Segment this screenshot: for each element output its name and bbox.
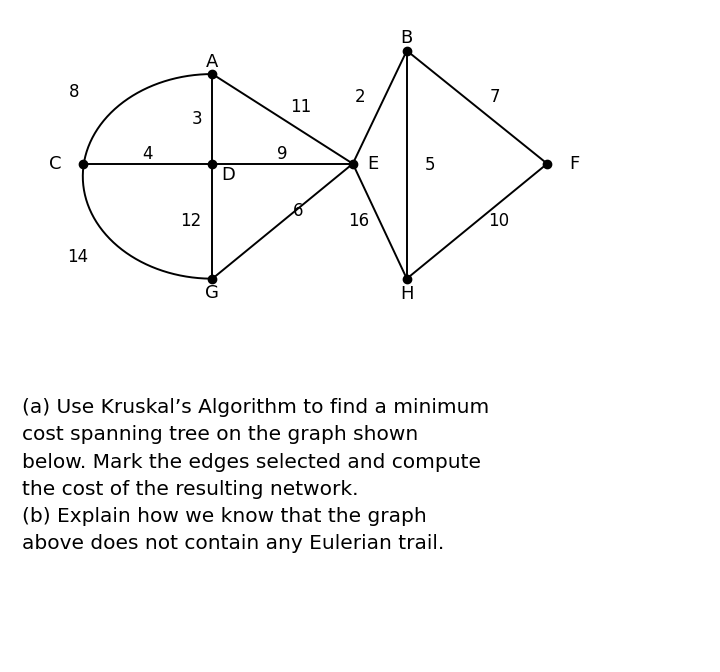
Text: 5: 5	[425, 156, 435, 173]
Text: G: G	[205, 284, 220, 302]
Text: C: C	[49, 155, 62, 173]
Text: 8: 8	[68, 83, 79, 101]
Text: A: A	[206, 52, 219, 71]
Text: 2: 2	[354, 89, 365, 106]
Text: 10: 10	[488, 212, 509, 230]
Text: 7: 7	[490, 89, 500, 106]
Text: F: F	[570, 155, 580, 173]
Text: D: D	[221, 167, 235, 184]
Text: 3: 3	[192, 110, 202, 128]
Text: (a) Use Kruskal’s Algorithm to find a minimum
cost spanning tree on the graph sh: (a) Use Kruskal’s Algorithm to find a mi…	[22, 398, 489, 554]
Text: 4: 4	[143, 145, 153, 163]
Text: H: H	[400, 286, 413, 303]
Text: E: E	[367, 155, 379, 173]
Text: B: B	[400, 29, 413, 47]
Text: 12: 12	[180, 212, 202, 230]
Text: 14: 14	[67, 247, 88, 265]
Text: 6: 6	[293, 202, 304, 220]
Text: 11: 11	[290, 98, 311, 116]
Text: 9: 9	[277, 145, 288, 163]
Text: 16: 16	[348, 212, 369, 230]
